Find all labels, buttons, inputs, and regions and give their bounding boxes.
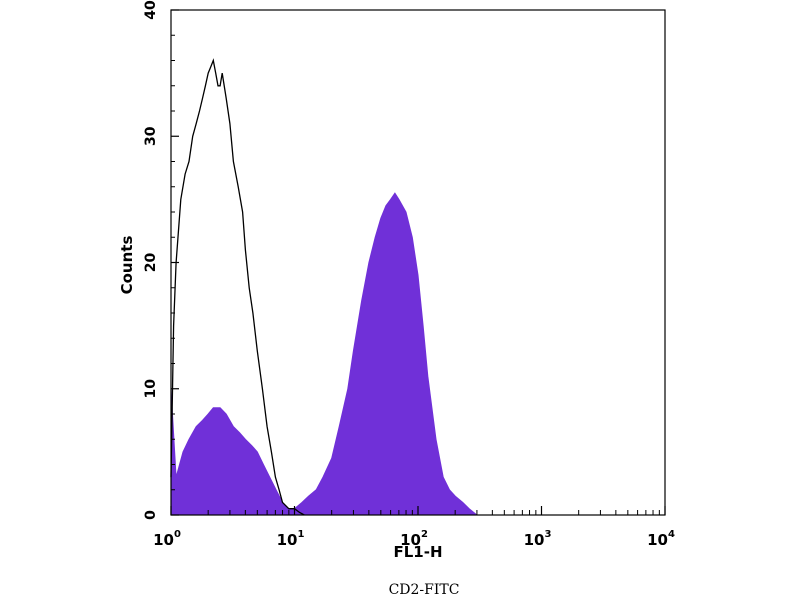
x-axis-ticks: 100 101 102 103 104 <box>153 506 675 549</box>
filled-histogram-layer <box>170 192 479 516</box>
chart-caption: CD2-FITC <box>389 582 460 598</box>
histogram-series-0 <box>170 192 479 516</box>
y-tick-label: 20 <box>143 253 159 273</box>
y-tick-label: 0 <box>143 510 159 520</box>
histogram-series-1 <box>170 58 305 516</box>
x-tick-label: 100 <box>153 529 181 549</box>
x-tick-label: 104 <box>647 529 675 549</box>
y-tick-label: 10 <box>143 379 159 399</box>
y-tick-label: 40 <box>143 0 159 20</box>
y-tick-label: 30 <box>143 126 159 146</box>
y-axis-title: Counts <box>118 236 136 295</box>
x-axis-title: FL1-H <box>393 543 442 561</box>
outline-histogram-layer <box>170 58 305 516</box>
y-axis-ticks: 0 10 20 30 40 <box>143 0 179 520</box>
x-tick-label: 101 <box>277 529 305 549</box>
x-tick-label: 102 <box>400 529 428 549</box>
x-tick-label: 103 <box>524 529 552 549</box>
